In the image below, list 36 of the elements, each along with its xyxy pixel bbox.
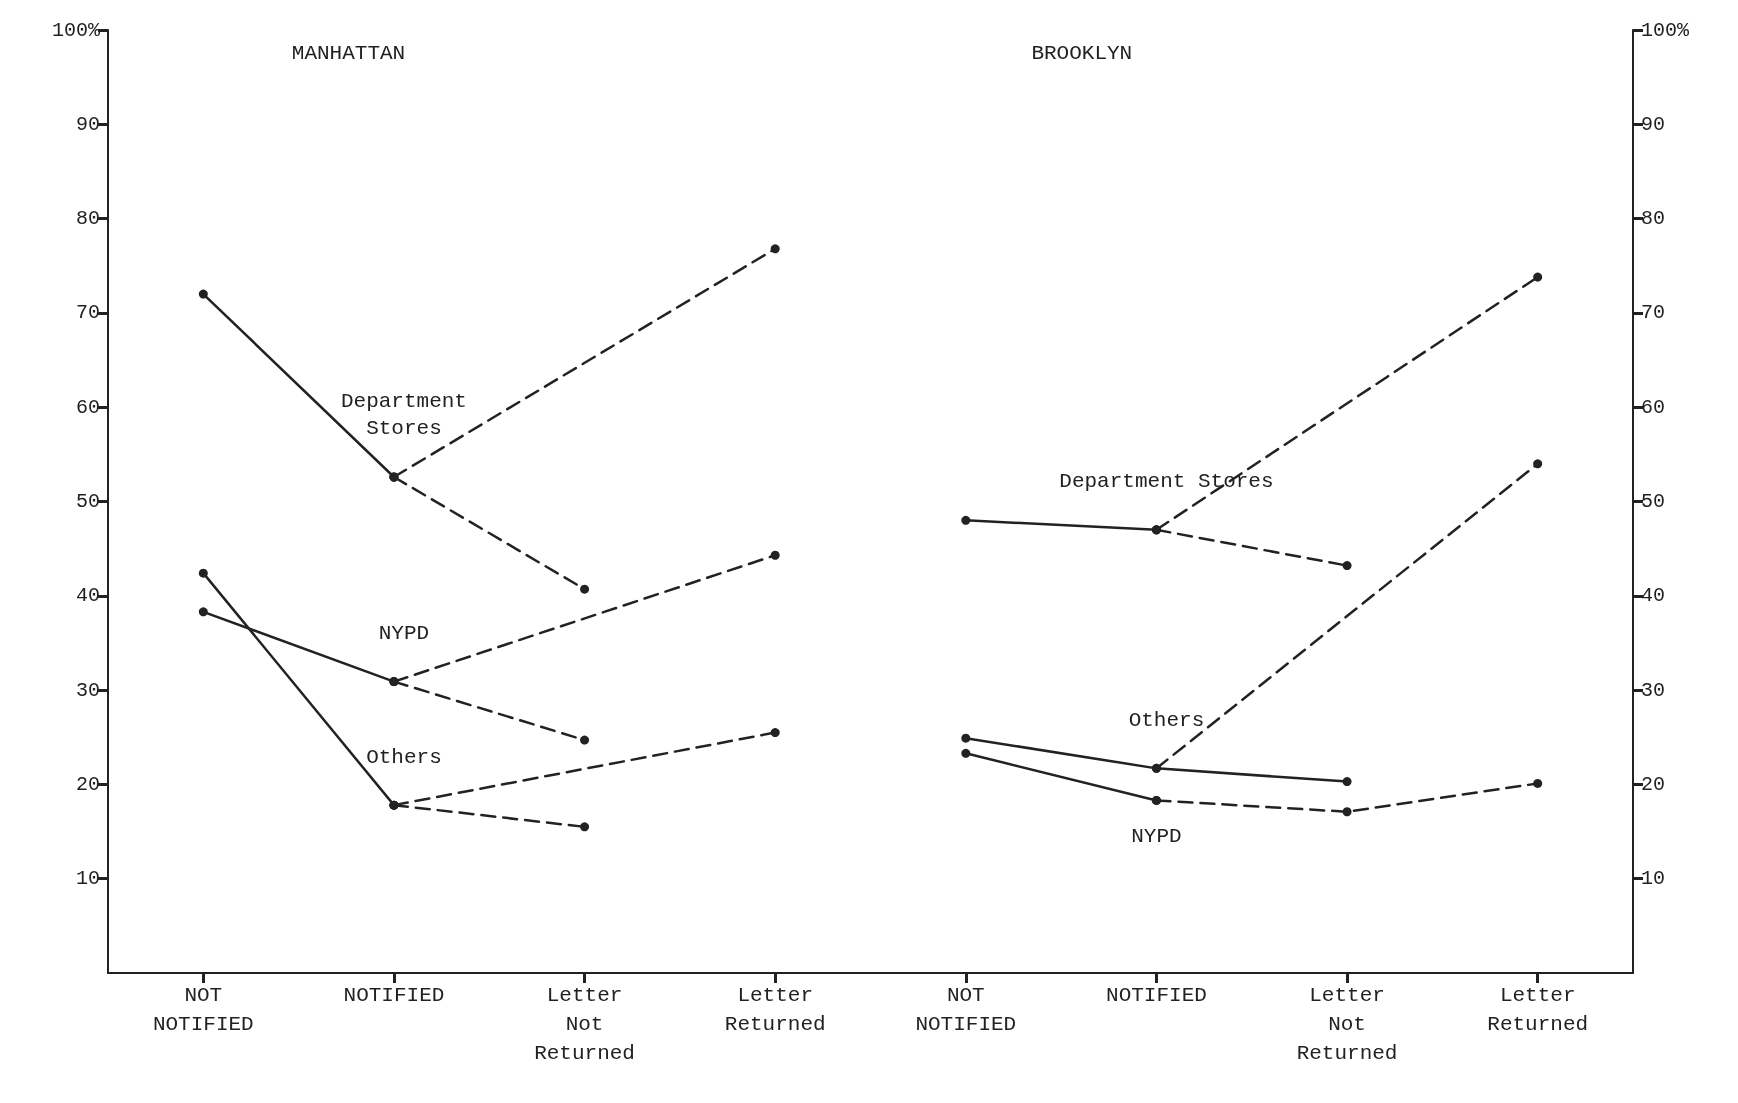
annotation: BROOKLYN <box>1031 42 1133 65</box>
y-tick-label: 100% <box>51 18 101 42</box>
series-label: NYPD <box>1131 824 1182 848</box>
y-tick-label: 50 <box>75 490 100 513</box>
y2-tick-label: 30 <box>1641 678 1666 702</box>
y-tick-label: 60 <box>75 395 100 419</box>
x-tick-label: Letter Returned <box>1487 984 1589 1036</box>
y2-tick-label: 50 <box>1641 490 1666 513</box>
y-tick-label: 80 <box>75 207 100 231</box>
x-tick-label: NOT NOTIFIED <box>915 984 1017 1036</box>
x-tick-label: NOT NOTIFIED <box>152 984 254 1036</box>
y-tick-label: 70 <box>75 301 100 325</box>
x-tick-label: Letter Returned <box>724 984 826 1036</box>
y-tick-label: 20 <box>75 772 100 796</box>
series-label: Others <box>366 745 442 769</box>
series-label: Others <box>1128 708 1205 732</box>
x-tick-label: Letter Not Returned <box>534 984 635 1065</box>
series-label: NYPD <box>378 622 430 646</box>
y-tick-label: 40 <box>75 584 100 608</box>
y2-tick-label: 80 <box>1641 207 1666 231</box>
y2-tick-label: 20 <box>1641 772 1666 796</box>
series-label: Department Stores <box>1059 470 1274 494</box>
y2-tick-label: 90 <box>1641 112 1666 136</box>
x-tick-label: Letter Not Returned <box>1296 984 1398 1065</box>
annotation: MANHATTAN <box>291 42 406 65</box>
y-tick-label: 90 <box>75 112 100 136</box>
y2-tick-label: 70 <box>1641 301 1666 325</box>
y-tick-label: 30 <box>75 678 100 702</box>
x-tick-label: NOTIFIED <box>1106 984 1207 1007</box>
y2-tick-label: 40 <box>1641 584 1666 608</box>
y-tick-label: 10 <box>75 867 100 891</box>
series-label: Department Stores <box>340 390 467 441</box>
y2-tick-label: 10 <box>1641 867 1666 891</box>
x-tick-label: NOTIFIED <box>343 984 445 1007</box>
y2-tick-label: 100% <box>1641 18 1691 42</box>
y2-tick-label: 60 <box>1641 395 1666 419</box>
